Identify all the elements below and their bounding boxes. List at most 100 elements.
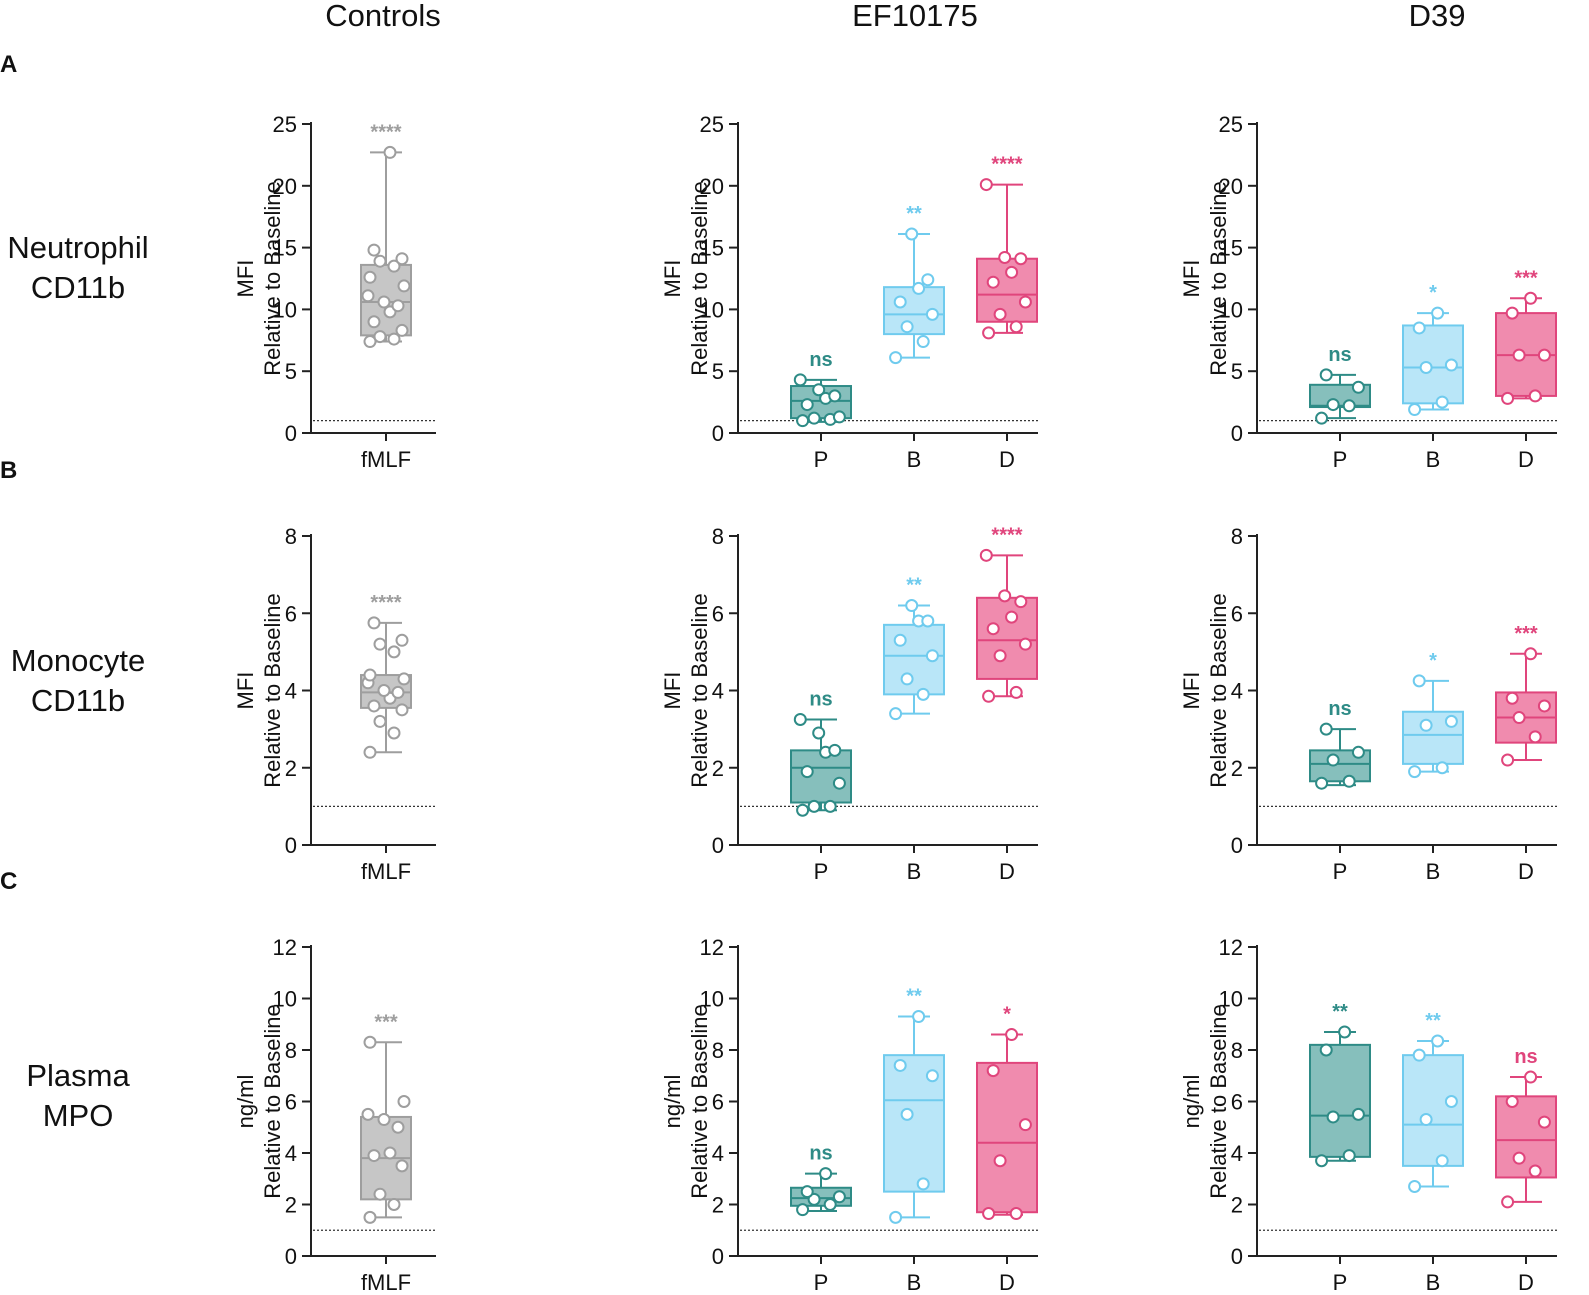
- data-point: [793, 712, 807, 726]
- data-point: [1512, 348, 1526, 362]
- column-titles: Controls EF10175 D39: [325, 0, 1465, 33]
- data-point: [387, 645, 401, 659]
- data-point: [1435, 1154, 1449, 1168]
- data-point: [1512, 1151, 1526, 1165]
- panel-letters: A B C: [0, 51, 17, 895]
- data-point: [1018, 1118, 1032, 1132]
- significance-label: ****: [370, 592, 401, 614]
- y-axis-label-desc: Relative to Baseline: [1206, 181, 1231, 375]
- y-axis-label-desc: Relative to Baseline: [260, 181, 285, 375]
- y-tick-label: 6: [712, 1090, 724, 1115]
- data-point: [1315, 776, 1329, 790]
- data-point: [367, 699, 381, 713]
- data-point: [391, 1120, 405, 1134]
- data-point: [1528, 389, 1542, 403]
- data-point: [363, 270, 377, 284]
- y-tick-label: 10: [700, 297, 724, 322]
- x-tick-label: B: [1426, 1270, 1441, 1295]
- significance-label: ns: [1514, 1046, 1537, 1068]
- data-point: [1005, 1028, 1019, 1042]
- data-point: [391, 299, 405, 313]
- row-labels: Neutrophil CD11b Monocyte CD11b Plasma MPO: [7, 230, 148, 1133]
- data-point: [905, 599, 919, 613]
- data-point: [1412, 674, 1426, 688]
- significance-label: **: [1425, 1010, 1441, 1032]
- y-tick-label: 0: [712, 421, 724, 446]
- y-tick-label: 12: [273, 935, 297, 960]
- y-tick-label: 2: [712, 1193, 724, 1218]
- y-tick-label: 0: [285, 421, 297, 446]
- data-point: [1408, 1179, 1422, 1193]
- y-tick-label: 0: [712, 1244, 724, 1269]
- data-point: [397, 1095, 411, 1108]
- y-axis-label-unit: MFI: [1179, 672, 1204, 710]
- data-point: [796, 1203, 810, 1217]
- y-axis-label-desc: Relative to Baseline: [687, 1004, 712, 1198]
- x-tick-label: D: [999, 1270, 1015, 1295]
- y-tick-label: 6: [1231, 1090, 1243, 1115]
- x-tick-label: fMLF: [361, 859, 411, 884]
- data-point: [921, 273, 935, 287]
- y-axis-label-unit: ng/ml: [1179, 1075, 1204, 1129]
- data-point: [1444, 358, 1458, 372]
- data-point: [900, 1107, 914, 1121]
- data-point: [387, 726, 401, 740]
- data-point: [925, 1069, 939, 1083]
- y-tick-label: 12: [700, 935, 724, 960]
- y-tick-label: 0: [285, 833, 297, 858]
- significance-label: ns: [809, 349, 832, 371]
- y-tick-label: 10: [700, 987, 724, 1012]
- data-point: [796, 414, 810, 428]
- data-point: [1326, 753, 1340, 767]
- data-point: [383, 1146, 397, 1160]
- data-point: [900, 672, 914, 686]
- y-tick-label: 0: [285, 1244, 297, 1269]
- x-tick-label: fMLF: [361, 447, 411, 472]
- data-point: [1505, 1095, 1519, 1108]
- x-tick-label: P: [814, 1270, 829, 1295]
- y-axis-label-unit: MFI: [660, 672, 685, 710]
- data-point: [889, 707, 903, 721]
- data-point: [1018, 295, 1032, 309]
- data-point: [925, 649, 939, 663]
- significance-label: ***: [1514, 623, 1538, 645]
- box-iqr: [790, 749, 852, 804]
- significance-label: ****: [991, 524, 1022, 546]
- x-tick-label: D: [999, 447, 1015, 472]
- x-tick-label: B: [1426, 447, 1441, 472]
- data-point: [916, 687, 930, 701]
- data-point: [1501, 391, 1515, 405]
- data-point: [1435, 395, 1449, 409]
- data-point: [979, 548, 993, 562]
- data-point: [812, 383, 826, 397]
- data-point: [1338, 1025, 1352, 1039]
- data-point: [998, 250, 1012, 264]
- data-point: [361, 1107, 375, 1121]
- data-point: [1528, 730, 1542, 744]
- y-tick-label: 25: [273, 112, 297, 137]
- data-point: [387, 259, 401, 273]
- data-point: [1524, 647, 1538, 661]
- significance-label: **: [906, 986, 922, 1008]
- data-point: [383, 145, 397, 159]
- x-tick-label: D: [1518, 859, 1534, 884]
- data-point: [1524, 1070, 1538, 1084]
- y-tick-label: 12: [1219, 935, 1243, 960]
- data-point: [912, 1010, 926, 1024]
- y-tick-label: 10: [273, 987, 297, 1012]
- data-point: [793, 373, 807, 387]
- data-point: [1319, 1043, 1333, 1057]
- y-tick-label: 0: [712, 833, 724, 858]
- data-point: [921, 614, 935, 628]
- data-point: [893, 633, 907, 647]
- data-point: [373, 254, 387, 268]
- significance-label: ***: [1514, 267, 1538, 289]
- data-point: [800, 398, 814, 412]
- box-iqr: [1402, 1054, 1464, 1167]
- data-point: [993, 649, 1007, 663]
- data-point: [1431, 1034, 1445, 1048]
- data-point: [1408, 403, 1422, 417]
- data-point: [1009, 320, 1023, 334]
- row-label: Plasma: [26, 1058, 130, 1093]
